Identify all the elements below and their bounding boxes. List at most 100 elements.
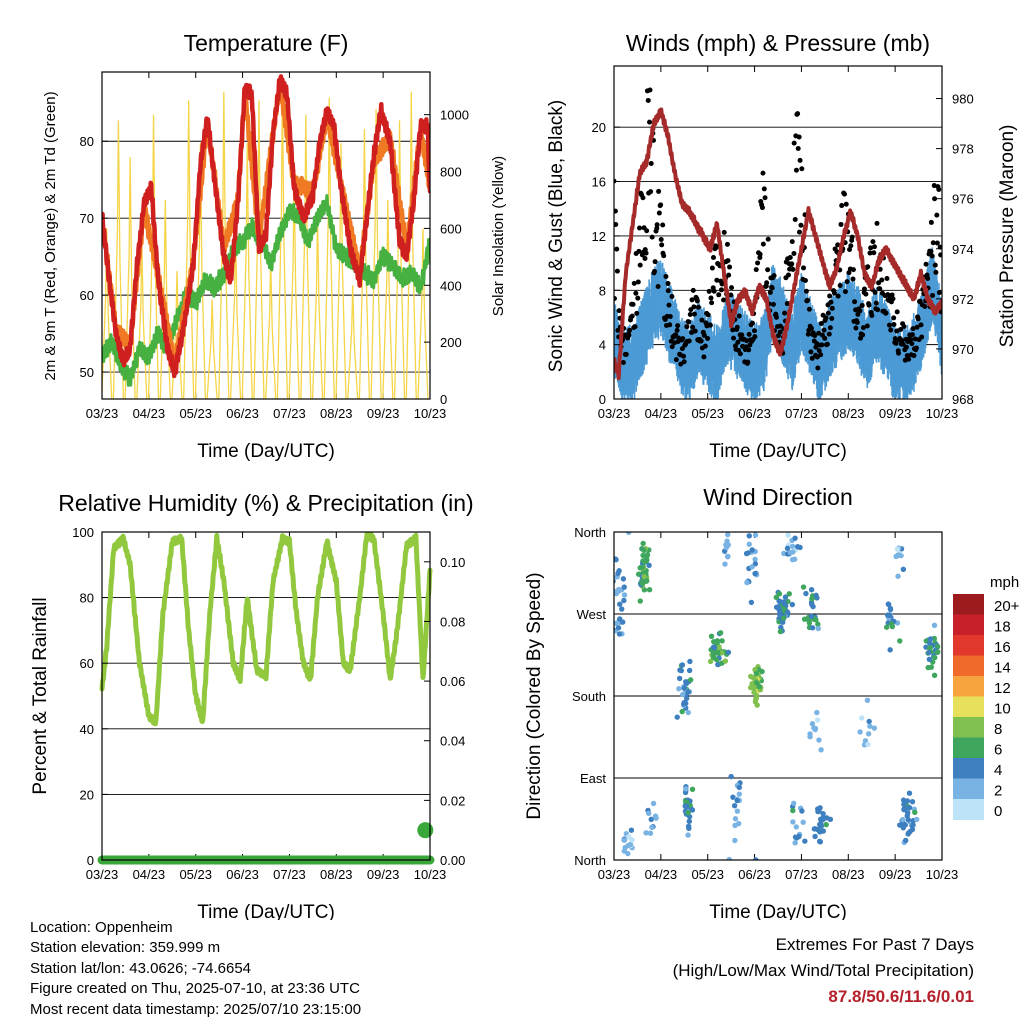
direction-point [714,640,720,646]
direction-point [683,680,690,687]
winds-ytick-label: 16 [592,175,606,190]
gust-point [799,166,805,172]
direction-point [689,807,696,813]
gust-point [709,265,715,271]
direction-point [643,577,650,584]
direction-point [708,633,715,640]
gust-point [819,342,825,348]
direction-panel: Wind Direction 03/23 04/23 05/23 06/23 07/23 0… [524,484,1020,920]
temperature-xtick-label: 05/23 [179,406,212,421]
direction-point [685,709,691,716]
temperature-ytick-label: 50 [80,365,94,380]
direction-point [895,573,901,579]
gust-point [888,327,894,333]
solar-insolation-spike [347,285,359,399]
direction-point [901,807,907,813]
direction-point [646,562,652,569]
recent-timestamp: Most recent data timestamp: 2025/07/10 2… [30,1000,362,1018]
gust-point [879,277,885,283]
gust-point [724,241,730,247]
temperature-y2tick-label: 800 [440,165,462,180]
direction-point [776,591,783,597]
gust-point [828,299,834,305]
gust-point [691,311,697,317]
winds-y2tick-label: 980 [952,92,974,107]
gust-point [614,268,620,274]
direction-ytick-label: North [574,525,606,540]
gust-point [835,293,841,299]
gust-point [635,279,641,285]
humidity-title: Relative Humidity (%) & Precipitation (i… [58,490,473,516]
humidity-xtick-label: 10/23 [414,867,447,882]
gust-point [789,261,795,267]
gust-point [765,267,771,273]
humidity-ylabel: Percent & Total Rainfall [30,597,51,794]
speed-legend-label: 18 [994,619,1011,636]
direction-point [728,773,734,780]
humidity-y2tick-label: 0.10 [440,555,465,570]
direction-point [865,741,871,748]
gust-point [777,329,783,335]
gust-point [884,275,890,281]
gust-point [793,167,799,173]
gust-point [656,210,662,216]
gust-point [728,292,734,298]
gust-point [661,253,667,259]
direction-point [817,839,824,845]
direction-point [619,606,625,612]
gust-point [710,255,716,261]
humidity-xtick-label: 09/23 [367,867,400,882]
speed-legend-swatch [953,696,984,718]
gust-point [789,239,795,245]
gust-point [797,229,803,235]
gust-point [614,221,619,227]
gust-point [669,344,675,350]
direction-xtick-label: 03/23 [598,867,631,882]
gust-point [673,332,679,338]
direction-point [687,677,694,683]
gust-point [842,289,848,295]
direction-point [685,832,691,838]
gust-point [706,288,712,294]
gust-point [932,196,938,202]
direction-point [814,709,820,716]
direction-point [789,601,796,608]
gust-point [744,338,750,344]
direction-point [679,691,686,698]
gust-point [792,216,798,222]
gust-point [636,248,642,254]
direction-point [626,834,632,840]
gust-point [726,272,732,278]
temperature-y2tick-label: 400 [440,278,462,293]
gust-point [934,212,940,218]
solar-insolation-spike [206,299,218,399]
gust-point [782,310,788,316]
gust-point [912,336,918,342]
gust-point [852,299,858,305]
direction-point [857,729,863,735]
gust-point [892,336,898,342]
direction-point [897,822,903,828]
direction-point [745,550,751,556]
direction-point [725,553,731,559]
gust-point [669,293,675,299]
gust-point [652,259,658,265]
gust-point [616,308,622,314]
gust-point [665,288,671,294]
direction-point [732,816,739,822]
winds-xtick-label: 09/23 [879,406,912,421]
speed-legend-swatch [953,655,984,677]
gust-point [721,229,727,235]
gust-point [818,352,824,358]
winds-panel: Winds (mph) & Pressure (mb) 03/23 04/23 05/… [546,30,1018,462]
direction-point [792,535,798,541]
direction-xtick-label: 05/23 [691,867,724,882]
gust-point [866,302,872,308]
gust-point [914,324,920,330]
gust-point [918,322,924,328]
gust-point [689,297,695,303]
winds-ylabel: Sonic Wind & Gust (Blue, Black) [546,100,567,372]
direction-point [793,824,799,830]
gust-point [899,337,905,343]
gust-point [632,324,638,330]
